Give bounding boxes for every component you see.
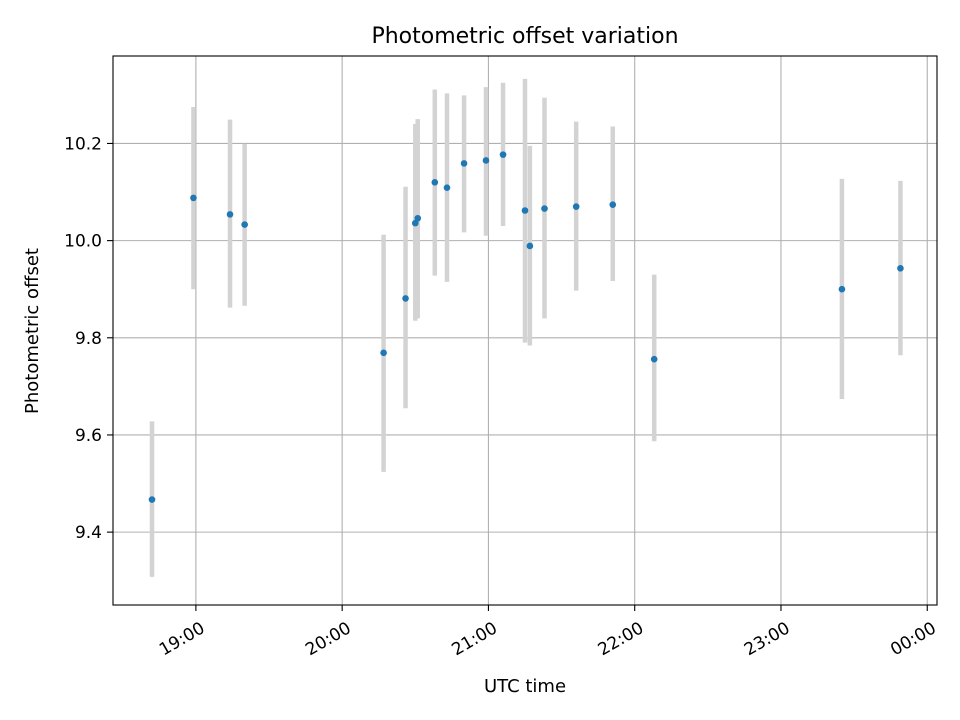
data-point: [521, 207, 529, 214]
data-point: [431, 179, 439, 186]
data-point: [460, 160, 468, 167]
data-point: [148, 496, 156, 503]
data-point: [838, 285, 846, 293]
y-tick-label: 9.4: [75, 523, 102, 543]
data-point: [443, 184, 451, 191]
data-point: [402, 295, 409, 302]
data-point: [411, 219, 419, 227]
y-axis-label: Photometric offset: [22, 248, 43, 414]
y-tick-label: 9.6: [75, 426, 102, 446]
y-axis-ticks: 9.4 9.6 9.8 10.0 10.2: [64, 134, 113, 543]
chart-title: Photometric offset variation: [371, 24, 678, 49]
y-tick-label: 10.2: [64, 134, 102, 154]
data-point: [897, 265, 904, 272]
data-point: [609, 201, 617, 208]
x-axis-label: UTC time: [484, 676, 566, 697]
data-point: [414, 214, 422, 222]
data-point: [650, 355, 658, 363]
y-tick-label: 9.8: [75, 329, 102, 349]
data-points: [148, 151, 904, 503]
data-point: [541, 205, 548, 212]
data-point: [241, 221, 248, 228]
data-point: [482, 157, 490, 164]
data-point: [226, 211, 234, 218]
y-tick-label: 10.0: [64, 232, 102, 252]
data-point: [526, 242, 534, 250]
plot-frame: [112, 55, 938, 606]
data-point: [499, 151, 507, 158]
data-point: [190, 194, 197, 202]
data-point: [380, 349, 387, 357]
data-point: [572, 203, 580, 210]
